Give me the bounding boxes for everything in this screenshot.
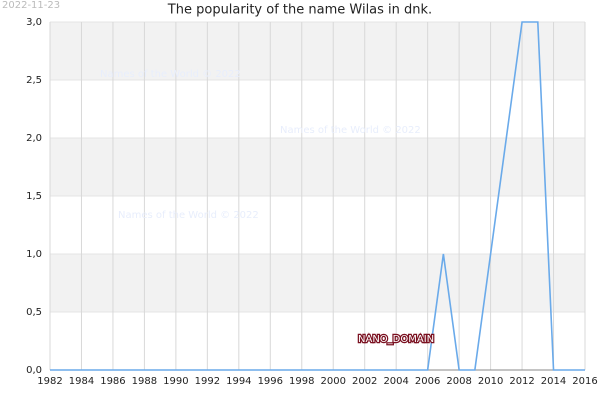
y-tick-label: 0,5 xyxy=(26,307,42,318)
x-tick-label: 2002 xyxy=(352,376,377,387)
x-tick-label: 2006 xyxy=(415,376,440,387)
x-tick-label: 1982 xyxy=(37,376,62,387)
grid-band xyxy=(50,254,585,312)
y-tick-label: 1,0 xyxy=(26,249,42,260)
x-tick-label: 2012 xyxy=(509,376,534,387)
x-tick-label: 1998 xyxy=(289,376,314,387)
x-tick-label: 2010 xyxy=(478,376,503,387)
y-tick-label: 0,0 xyxy=(26,365,42,376)
x-tick-label: 2016 xyxy=(572,376,597,387)
date-stamp: 2022-11-23 xyxy=(2,0,60,11)
grid-band xyxy=(50,22,585,80)
y-tick-label: 3,0 xyxy=(26,17,42,28)
watermark: Names of the World © 2022 xyxy=(280,125,421,136)
watermark: Names of the World © 2022 xyxy=(100,69,241,80)
series-line xyxy=(50,21,585,371)
x-tick-label: 1988 xyxy=(132,376,157,387)
x-tick-label: 2014 xyxy=(541,376,566,387)
chart-title: The popularity of the name Wilas in dnk. xyxy=(167,3,432,18)
domain-label: NANO_DOMAIN xyxy=(358,334,434,345)
x-tick-label: 2004 xyxy=(383,376,408,387)
y-tick-label: 2,0 xyxy=(26,133,42,144)
x-tick-label: 1996 xyxy=(258,376,283,387)
y-tick-label: 2,5 xyxy=(26,75,42,86)
x-tick-label: 2000 xyxy=(321,376,346,387)
grid-band xyxy=(50,138,585,196)
x-tick-label: 2008 xyxy=(446,376,471,387)
plot: 0,0 0,5 1,0 1,5 2,0 2,5 3,0 1982 1984 1986 1988 199… xyxy=(26,17,598,387)
x-tick-label: 1986 xyxy=(100,376,125,387)
x-tick-label: 1994 xyxy=(226,376,251,387)
watermark: Names of the World © 2022 xyxy=(118,210,259,221)
x-tick-label: 1992 xyxy=(195,376,220,387)
y-tick-label: 1,5 xyxy=(26,191,42,202)
x-tick-label: 1990 xyxy=(163,376,188,387)
x-tick-label: 1984 xyxy=(69,376,94,387)
